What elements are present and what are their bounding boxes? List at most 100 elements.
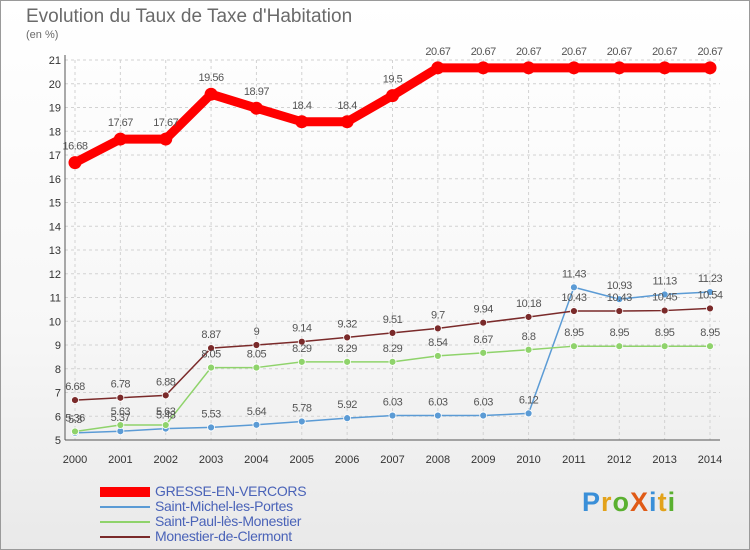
data-point-saint-michel bbox=[252, 420, 261, 429]
data-label-monestier: 9.7 bbox=[431, 309, 445, 321]
x-tick-label: 2004 bbox=[244, 454, 268, 466]
data-point-monestier bbox=[207, 344, 215, 352]
data-point-saint-paul bbox=[570, 342, 578, 351]
legend-swatch bbox=[100, 536, 150, 538]
legend-label: Saint-Michel-les-Portes bbox=[155, 498, 293, 514]
y-tick-label: 5 bbox=[55, 435, 61, 447]
data-label-monestier: 6.78 bbox=[111, 379, 131, 391]
data-point-saint-paul bbox=[615, 342, 624, 351]
data-point-saint-paul bbox=[433, 352, 442, 360]
x-tick-label: 2011 bbox=[562, 454, 586, 466]
data-label-saint-michel: 6.12 bbox=[519, 394, 539, 406]
data-point-saint-paul bbox=[207, 363, 215, 372]
chart-title: Evolution du Taux de Taxe d'Habitation bbox=[26, 6, 353, 27]
data-point-monestier bbox=[343, 333, 352, 342]
data-label-saint-paul: 8.05 bbox=[201, 349, 221, 361]
data-label-gresse: 20.67 bbox=[652, 46, 677, 58]
data-point-saint-paul bbox=[71, 427, 79, 436]
y-tick-label: 8 bbox=[55, 364, 61, 376]
data-point-monestier bbox=[433, 324, 442, 333]
data-point-monestier bbox=[615, 307, 624, 315]
data-label-saint-michel: 5.64 bbox=[247, 406, 267, 418]
data-point-gresse bbox=[431, 61, 445, 75]
data-point-saint-michel bbox=[479, 411, 488, 420]
y-tick-label: 9 bbox=[55, 340, 61, 352]
legend-item-monestier: Monestier-de-Clermont bbox=[100, 528, 360, 544]
y-tick-label: 13 bbox=[49, 245, 61, 257]
y-tick-label: 14 bbox=[49, 221, 61, 233]
data-point-saint-paul bbox=[116, 421, 125, 429]
data-label-saint-paul: 8.67 bbox=[474, 334, 494, 346]
data-point-monestier bbox=[524, 313, 533, 321]
y-tick-label: 7 bbox=[55, 388, 61, 400]
data-point-gresse bbox=[522, 61, 536, 75]
logo-letter: t bbox=[657, 487, 668, 517]
y-unit-label: (en %) bbox=[26, 29, 59, 41]
y-tick-label: 6 bbox=[55, 411, 61, 423]
y-tick-label: 11 bbox=[50, 293, 61, 305]
data-point-saint-paul bbox=[252, 363, 261, 372]
legend-item-gresse: GRESSE-EN-VERCORS bbox=[100, 483, 360, 499]
data-point-gresse bbox=[295, 115, 309, 129]
legend-item-saint-michel: Saint-Michel-les-Portes bbox=[100, 498, 360, 514]
data-point-gresse bbox=[68, 156, 82, 170]
y-tick-label: 10 bbox=[49, 316, 61, 328]
data-label-gresse: 16.68 bbox=[62, 141, 87, 153]
logo-letter: i bbox=[667, 487, 677, 517]
data-point-saint-paul bbox=[524, 345, 533, 354]
data-label-monestier: 10.43 bbox=[607, 292, 632, 304]
legend-label: GRESSE-EN-VERCORS bbox=[155, 483, 307, 499]
logo-letter: i bbox=[649, 487, 658, 517]
data-point-saint-paul bbox=[479, 348, 488, 357]
data-point-gresse bbox=[658, 61, 672, 75]
data-label-saint-michel: 5.53 bbox=[201, 408, 221, 420]
logo-letter: r bbox=[601, 487, 613, 517]
x-tick-label: 2001 bbox=[108, 454, 132, 466]
data-label-saint-paul: 8.54 bbox=[428, 337, 448, 349]
data-point-monestier bbox=[116, 393, 125, 402]
logo-letter: o bbox=[612, 487, 631, 517]
x-tick-label: 2008 bbox=[426, 454, 450, 466]
data-point-saint-paul bbox=[297, 357, 306, 366]
y-tick-label: 16 bbox=[49, 174, 61, 186]
data-label-monestier: 6.68 bbox=[65, 381, 85, 393]
data-label-monestier: 8.87 bbox=[201, 329, 221, 341]
legend-swatch bbox=[100, 487, 150, 497]
data-label-saint-paul: 8.95 bbox=[700, 327, 720, 339]
data-point-gresse bbox=[113, 132, 127, 146]
data-point-saint-michel bbox=[207, 423, 215, 432]
legend: GRESSE-EN-VERCORS Saint-Michel-les-Porte… bbox=[100, 483, 360, 544]
data-point-monestier bbox=[388, 328, 397, 337]
data-label-gresse: 19.56 bbox=[199, 72, 224, 84]
data-label-gresse: 20.67 bbox=[607, 46, 632, 58]
data-label-monestier: 9.94 bbox=[474, 304, 494, 316]
data-label-saint-paul: 5.63 bbox=[111, 406, 131, 418]
data-point-monestier bbox=[479, 318, 488, 327]
data-label-saint-paul: 8.8 bbox=[522, 331, 536, 343]
data-point-saint-michel bbox=[660, 290, 669, 299]
data-label-saint-michel: 10.93 bbox=[607, 280, 632, 292]
x-tick-label: 2014 bbox=[698, 454, 722, 466]
data-label-saint-paul: 5.36 bbox=[65, 412, 85, 424]
data-point-gresse bbox=[249, 101, 263, 115]
legend-item-saint-paul: Saint-Paul-lès-Monestier bbox=[100, 513, 360, 529]
data-label-saint-paul: 8.95 bbox=[564, 327, 584, 339]
data-label-saint-michel: 5.78 bbox=[292, 402, 312, 414]
x-tick-label: 2009 bbox=[471, 454, 495, 466]
x-tick-label: 2003 bbox=[199, 454, 223, 466]
logo-letter: P bbox=[582, 487, 602, 517]
data-label-saint-paul: 8.29 bbox=[337, 343, 357, 355]
data-point-saint-michel bbox=[343, 414, 352, 423]
data-label-saint-paul: 8.05 bbox=[247, 349, 267, 361]
x-tick-label: 2006 bbox=[335, 454, 359, 466]
data-label-saint-michel: 11.43 bbox=[562, 268, 587, 280]
data-point-saint-michel bbox=[297, 417, 306, 426]
x-tick-label: 2005 bbox=[290, 454, 314, 466]
data-point-saint-michel bbox=[570, 283, 578, 292]
data-label-gresse: 20.67 bbox=[561, 46, 586, 58]
data-point-saint-michel bbox=[615, 295, 624, 304]
logo-letter: X bbox=[630, 487, 650, 517]
data-label-gresse: 17.67 bbox=[108, 117, 133, 129]
data-label-gresse: 18.97 bbox=[244, 86, 269, 98]
